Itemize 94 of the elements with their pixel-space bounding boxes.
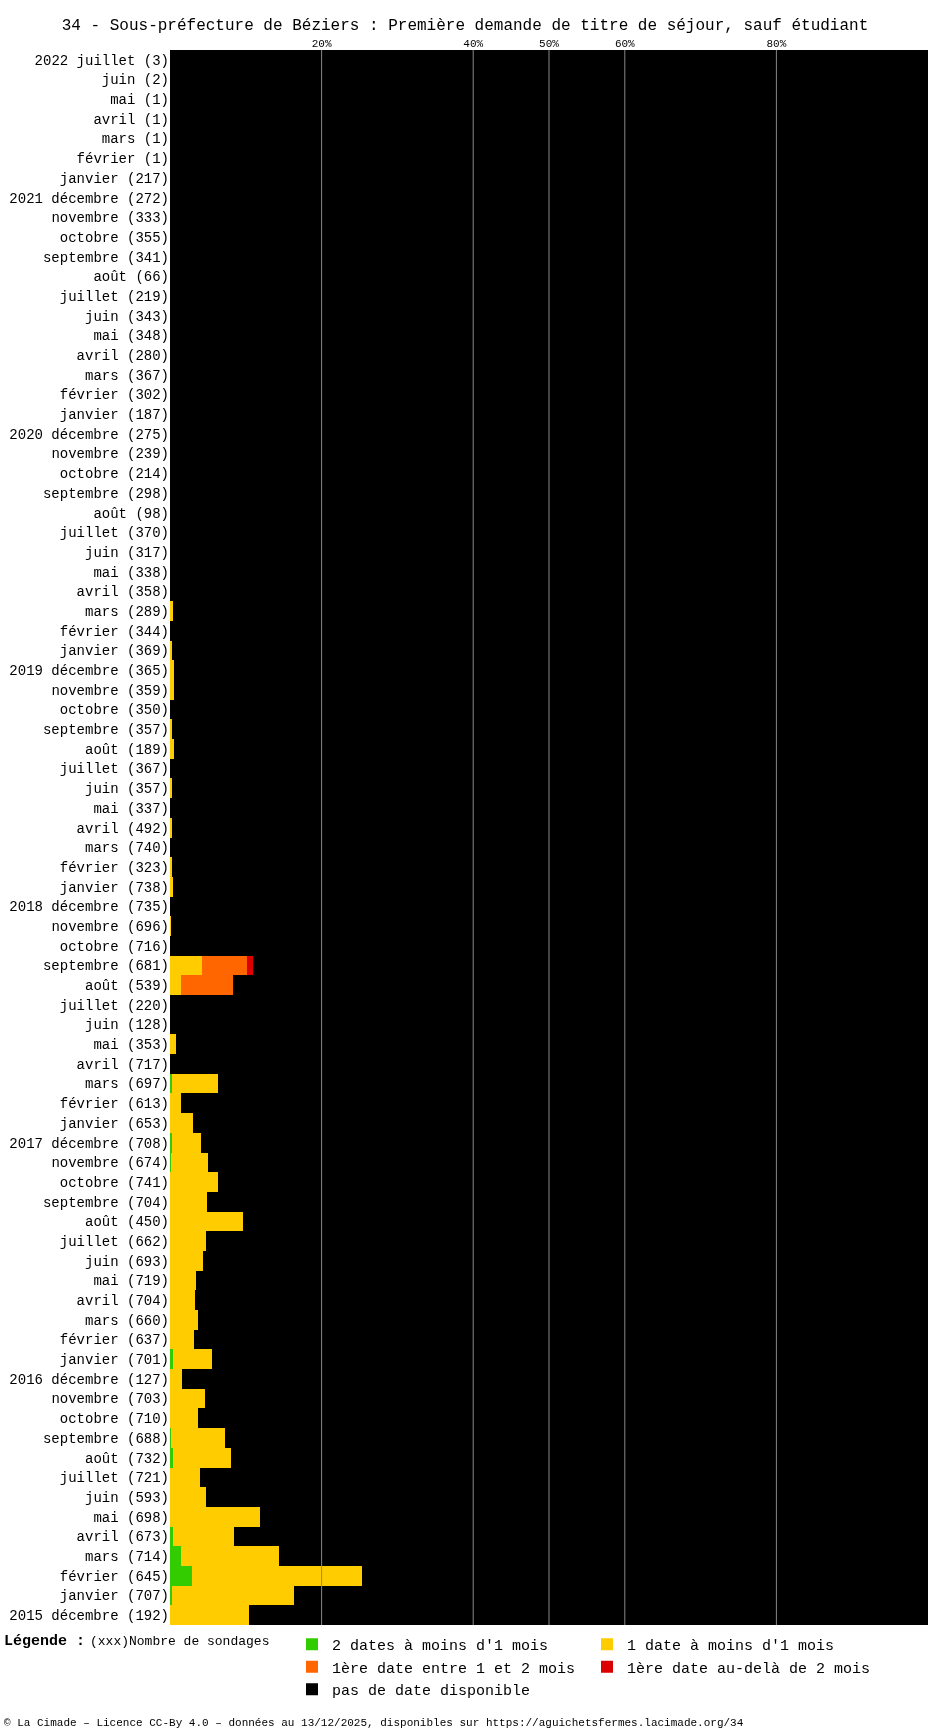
y-tick-label: 2015 décembre (192) xyxy=(9,1608,169,1625)
x-tick-label: 60% xyxy=(614,37,636,50)
y-tick-label: avril (704) xyxy=(76,1293,169,1310)
y-tick-label: mars (740) xyxy=(84,840,169,857)
legend-label: 1ère date au-delà de 2 mois xyxy=(627,1660,871,1678)
y-tick-label: août (539) xyxy=(84,978,169,995)
y-tick-label: 2022 juillet (3) xyxy=(34,52,169,69)
y-tick-label: mars (660) xyxy=(84,1312,169,1329)
y-tick-label: novembre (359) xyxy=(51,682,169,699)
y-tick-label: mars (697) xyxy=(84,1076,169,1093)
y-tick-label: octobre (214) xyxy=(59,466,169,483)
y-tick-label: juin (317) xyxy=(84,544,169,561)
x-tick-label: 20% xyxy=(311,37,332,50)
y-tick-label: 2016 décembre (127) xyxy=(9,1371,169,1388)
y-tick-label: août (98) xyxy=(93,505,169,522)
y-tick-label: octobre (710) xyxy=(59,1411,169,1428)
y-tick-label: février (645) xyxy=(59,1568,169,1585)
y-tick-label: juillet (219) xyxy=(59,288,169,305)
y-tick-label: mai (1) xyxy=(110,92,169,109)
chart-title: 34 - Sous-préfecture de Béziers : Première demande de titre de séjour, sauf étudiant xyxy=(61,17,869,36)
y-tick-label: octobre (741) xyxy=(59,1174,169,1191)
y-tick-label: novembre (674) xyxy=(51,1155,169,1172)
y-tick-label: 2018 décembre (735) xyxy=(9,899,169,916)
y-tick-label: avril (358) xyxy=(76,584,169,601)
y-tick-label: janvier (187) xyxy=(59,407,169,424)
y-tick-label: mai (353) xyxy=(93,1037,169,1054)
y-tick-label: octobre (350) xyxy=(59,702,169,719)
y-tick-label: juin (693) xyxy=(84,1253,169,1270)
y-tick-label: août (450) xyxy=(84,1214,169,1231)
y-tick-label: janvier (738) xyxy=(59,879,169,896)
y-tick-label: septembre (704) xyxy=(42,1194,169,1211)
y-tick-label: février (302) xyxy=(59,387,169,404)
y-tick-label: février (323) xyxy=(59,859,169,876)
y-tick-label: février (344) xyxy=(59,623,169,640)
y-tick-label: février (637) xyxy=(59,1332,169,1349)
legend-label: 1 date à moins d'1 mois xyxy=(627,1638,835,1656)
y-tick-label: 2017 décembre (708) xyxy=(9,1135,169,1152)
y-tick-label: février (613) xyxy=(59,1096,169,1113)
y-tick-label: juillet (370) xyxy=(59,525,169,542)
y-tick-label: juin (593) xyxy=(84,1489,169,1506)
y-tick-label: septembre (681) xyxy=(42,958,169,975)
y-tick-label: avril (1) xyxy=(93,111,169,128)
y-tick-label: juillet (367) xyxy=(59,761,169,778)
y-tick-label: août (189) xyxy=(84,741,169,758)
y-tick-label: juin (2) xyxy=(101,72,169,89)
y-tick-label: mai (698) xyxy=(93,1509,169,1526)
y-tick-label: 2021 décembre (272) xyxy=(9,190,169,207)
y-tick-label: avril (280) xyxy=(76,348,169,365)
y-tick-label: juillet (721) xyxy=(59,1470,169,1487)
legend-label: 2 dates à moins d'1 mois xyxy=(332,1638,549,1656)
y-tick-label: 2020 décembre (275) xyxy=(9,426,169,443)
y-tick-label: janvier (369) xyxy=(59,643,169,660)
y-tick-label: septembre (341) xyxy=(42,249,169,266)
y-tick-label: juin (343) xyxy=(84,308,169,325)
x-tick-label: 40% xyxy=(463,37,484,50)
y-tick-label: mars (1) xyxy=(101,131,169,148)
y-tick-label: septembre (688) xyxy=(42,1430,169,1447)
y-tick-label: novembre (333) xyxy=(51,210,169,227)
y-tick-label: novembre (239) xyxy=(51,446,169,463)
y-tick-label: août (66) xyxy=(93,269,169,286)
x-tick-label: 80% xyxy=(766,37,787,50)
y-tick-label: janvier (653) xyxy=(59,1115,169,1132)
y-tick-label: mars (289) xyxy=(84,603,169,620)
y-tick-label: octobre (716) xyxy=(59,938,169,955)
y-tick-label: mai (719) xyxy=(93,1273,169,1290)
y-tick-label: mars (367) xyxy=(84,367,169,384)
y-tick-label: septembre (357) xyxy=(42,722,169,739)
y-tick-label: novembre (703) xyxy=(51,1391,169,1408)
text: © La Cimade – Licence CC-By 4.0 – données au 13/12/2025, disponibles sur https://aguichetsfermes.lacimade.org/34 xyxy=(4,1717,744,1729)
x-tick-label: 50% xyxy=(539,37,560,50)
y-tick-label: juillet (662) xyxy=(59,1233,169,1250)
y-tick-label: janvier (701) xyxy=(59,1352,169,1369)
y-tick-label: mai (337) xyxy=(93,800,169,817)
y-tick-label: janvier (707) xyxy=(59,1588,169,1605)
y-tick-label: 2019 décembre (365) xyxy=(9,663,169,680)
y-tick-label: octobre (355) xyxy=(59,229,169,246)
legend-label: pas de date disponible xyxy=(332,1683,531,1701)
legend-label: 1ère date entre 1 et 2 mois xyxy=(332,1660,576,1678)
y-tick-label: novembre (696) xyxy=(51,918,169,935)
y-tick-label: juin (128) xyxy=(84,1017,169,1034)
y-tick-label: mars (714) xyxy=(84,1548,169,1565)
y-tick-label: septembre (298) xyxy=(42,485,169,502)
y-tick-label: janvier (217) xyxy=(59,170,169,187)
legend-title: Légende : xyxy=(4,1633,86,1650)
y-tick-label: mai (338) xyxy=(93,564,169,581)
y-tick-label: avril (673) xyxy=(76,1529,169,1546)
y-tick-label: février (1) xyxy=(76,151,169,168)
y-tick-label: juillet (220) xyxy=(59,997,169,1014)
text: (xxx)Nombre de sondages xyxy=(90,1634,270,1649)
y-tick-label: juin (357) xyxy=(84,781,169,798)
y-tick-label: avril (492) xyxy=(76,820,169,837)
y-tick-label: août (732) xyxy=(84,1450,169,1467)
y-tick-label: avril (717) xyxy=(76,1056,169,1073)
y-tick-label: mai (348) xyxy=(93,328,169,345)
